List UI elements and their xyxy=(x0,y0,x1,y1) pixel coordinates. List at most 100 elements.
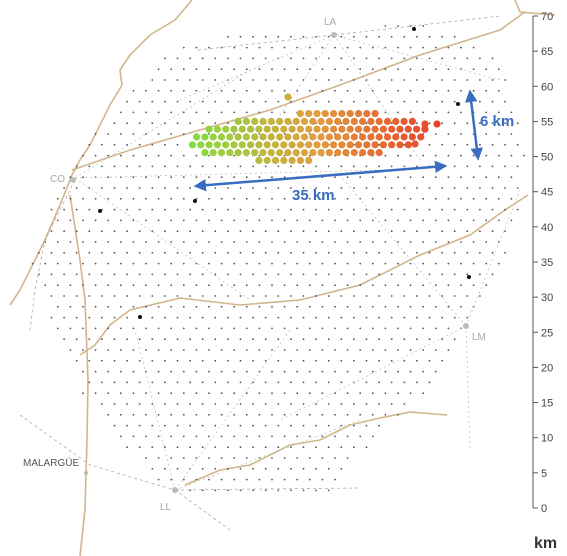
grid-dot xyxy=(384,370,387,373)
triggered-detector xyxy=(238,141,246,149)
grid-dot xyxy=(227,230,229,233)
grid-dot xyxy=(283,111,286,114)
grid-dot xyxy=(56,262,59,265)
grid-dot xyxy=(126,403,128,405)
grid-dot xyxy=(479,100,481,103)
grid-dot xyxy=(119,349,122,351)
grid-dot xyxy=(504,187,506,189)
fov-lines xyxy=(74,34,521,491)
grid-dot xyxy=(403,316,406,319)
grid-dot xyxy=(214,381,217,384)
grid-dot xyxy=(208,154,210,157)
triggered-detector xyxy=(367,117,375,125)
grid-dot xyxy=(378,187,380,189)
grid-dot xyxy=(290,381,292,384)
grid-dot xyxy=(453,165,456,168)
grid-dot xyxy=(88,143,91,146)
grid-dot xyxy=(176,208,179,211)
grid-dot xyxy=(151,165,154,168)
grid-dot xyxy=(271,111,273,114)
grid-dot xyxy=(227,446,229,449)
grid-dot xyxy=(453,187,456,189)
grid-dot xyxy=(138,381,141,384)
triggered-detector xyxy=(234,117,242,125)
grid-dot xyxy=(479,251,481,254)
grid-dot xyxy=(220,111,223,114)
grid-dot xyxy=(277,35,280,38)
grid-dot xyxy=(428,230,431,233)
grid-dot xyxy=(151,467,154,470)
grid-dot xyxy=(119,413,122,416)
triggered-detector xyxy=(305,125,313,133)
grid-dot xyxy=(126,381,128,384)
grid-dot xyxy=(315,489,317,492)
scale-tick-label: 50 xyxy=(541,152,553,164)
grid-dot xyxy=(302,230,305,233)
grid-dot xyxy=(176,251,179,254)
triggered-detector xyxy=(313,125,321,133)
grid-dot xyxy=(403,187,406,189)
grid-dot xyxy=(428,381,431,384)
grid-dot xyxy=(138,424,141,427)
grid-dot xyxy=(271,89,273,92)
grid-dot xyxy=(403,165,406,168)
grid-dot xyxy=(479,295,481,297)
grid-dot xyxy=(75,187,78,189)
grid-dot xyxy=(497,197,500,200)
grid-dot xyxy=(283,457,286,459)
grid-dot xyxy=(365,122,368,125)
triggered-detector xyxy=(296,110,304,118)
grid-dot xyxy=(441,35,443,38)
grid-dot xyxy=(182,327,185,330)
grid-dot xyxy=(170,457,173,459)
grid-dot xyxy=(233,219,236,222)
grid-dot xyxy=(176,100,179,103)
grid-dot xyxy=(466,122,469,125)
grid-dot xyxy=(101,187,103,189)
grid-dot xyxy=(182,305,185,308)
grid-dot xyxy=(441,316,443,319)
grid-dot xyxy=(447,219,450,222)
grid-dot xyxy=(119,111,122,114)
grid-dot xyxy=(403,57,406,60)
grid-dot xyxy=(157,154,160,157)
grid-dot xyxy=(157,262,160,265)
grid-dot xyxy=(264,208,267,211)
grid-dot xyxy=(75,359,78,362)
grid-dot xyxy=(264,165,267,168)
scale-tick-label: 10 xyxy=(541,433,553,445)
triggered-detector xyxy=(313,141,321,149)
grid-dot xyxy=(258,197,261,200)
grid-dot xyxy=(371,176,374,179)
grid-dot xyxy=(409,68,412,71)
grid-dot xyxy=(214,187,217,189)
grid-dot xyxy=(504,79,506,81)
grid-dot xyxy=(327,489,330,492)
border-south xyxy=(184,411,448,486)
grid-dot xyxy=(233,478,236,481)
grid-dot xyxy=(441,273,443,276)
grid-dot xyxy=(321,370,324,373)
grid-dot xyxy=(428,316,431,319)
grid-dot xyxy=(390,208,393,211)
grid-dot xyxy=(378,316,380,319)
length-arrow xyxy=(193,160,448,192)
grid-dot xyxy=(428,100,431,103)
grid-dot xyxy=(302,489,305,492)
grid-dot xyxy=(434,327,437,330)
grid-dot xyxy=(233,111,236,114)
grid-dot xyxy=(201,208,204,211)
triggered-detector xyxy=(226,133,234,141)
grid-dot xyxy=(485,111,488,114)
grid-dot xyxy=(516,165,519,168)
grid-dot xyxy=(504,230,506,233)
grid-dot xyxy=(170,219,173,222)
grid-dot xyxy=(277,381,280,384)
grid-dot xyxy=(271,241,273,243)
grid-dot xyxy=(132,327,135,330)
grid-dot xyxy=(403,273,406,276)
grid-dot xyxy=(227,187,229,189)
grid-dot xyxy=(340,381,343,384)
grid-dot xyxy=(132,176,135,179)
grid-dot xyxy=(277,230,280,233)
